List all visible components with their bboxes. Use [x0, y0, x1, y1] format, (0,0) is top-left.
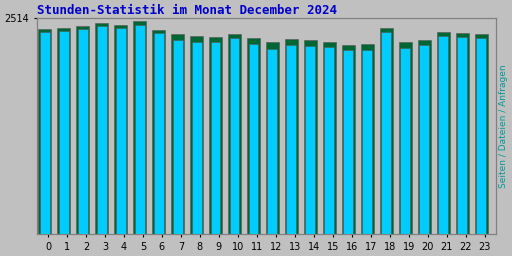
- Bar: [247, 38, 260, 234]
- Bar: [76, 26, 89, 234]
- Bar: [342, 45, 355, 234]
- Bar: [344, 50, 353, 234]
- Bar: [381, 31, 391, 234]
- Bar: [437, 33, 450, 234]
- Bar: [325, 47, 334, 234]
- Bar: [39, 33, 50, 234]
- Bar: [418, 40, 431, 234]
- Bar: [209, 37, 222, 234]
- Bar: [95, 23, 108, 234]
- Bar: [248, 44, 259, 234]
- Bar: [456, 33, 469, 234]
- Bar: [210, 42, 221, 234]
- Bar: [78, 29, 88, 234]
- Bar: [152, 30, 165, 234]
- Bar: [114, 25, 127, 234]
- Bar: [154, 33, 163, 234]
- Bar: [323, 42, 336, 234]
- Bar: [419, 45, 430, 234]
- Bar: [191, 42, 202, 234]
- Bar: [97, 26, 106, 234]
- Bar: [304, 40, 317, 234]
- Bar: [306, 46, 315, 234]
- Bar: [362, 50, 372, 234]
- Bar: [457, 37, 467, 234]
- Bar: [173, 40, 182, 234]
- Bar: [228, 34, 241, 234]
- Bar: [171, 34, 184, 234]
- Bar: [361, 44, 374, 234]
- Bar: [438, 36, 449, 234]
- Bar: [38, 29, 51, 234]
- Bar: [287, 45, 296, 234]
- Bar: [475, 34, 488, 234]
- Bar: [57, 28, 70, 234]
- Bar: [229, 38, 240, 234]
- Bar: [399, 42, 412, 234]
- Bar: [285, 39, 298, 234]
- Bar: [266, 42, 279, 234]
- Bar: [59, 31, 69, 234]
- Bar: [135, 25, 144, 234]
- Bar: [267, 49, 278, 234]
- Y-axis label: Seiten / Dateien / Anfragen: Seiten / Dateien / Anfragen: [499, 65, 508, 188]
- Bar: [476, 38, 486, 234]
- Bar: [116, 28, 125, 234]
- Bar: [190, 36, 203, 234]
- Bar: [380, 28, 393, 234]
- Text: Stunden-Statistik im Monat December 2024: Stunden-Statistik im Monat December 2024: [36, 4, 336, 17]
- Bar: [400, 48, 411, 234]
- Bar: [133, 21, 146, 234]
